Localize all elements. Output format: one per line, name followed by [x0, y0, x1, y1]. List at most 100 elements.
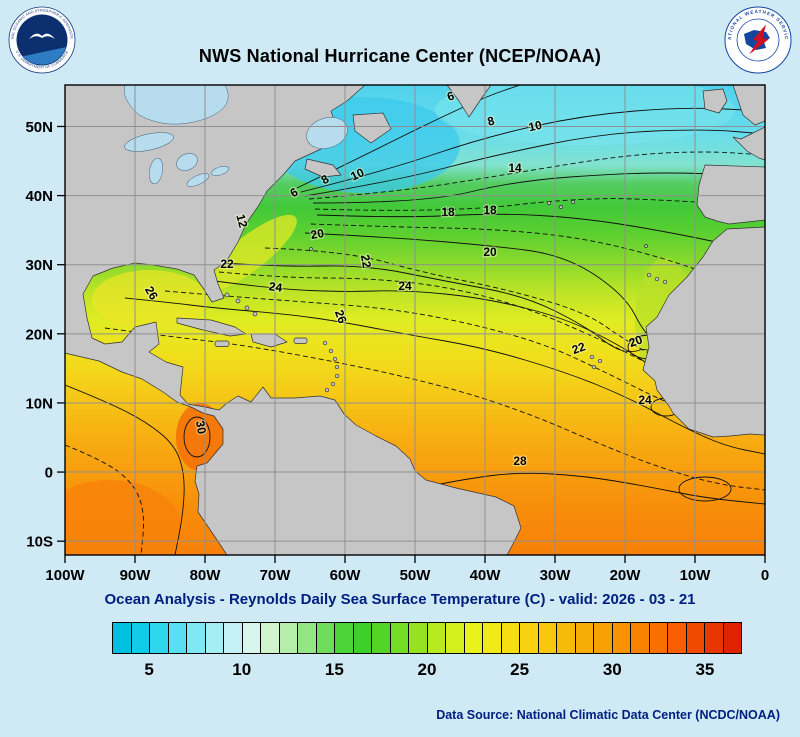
- island-bermuda: [309, 247, 313, 251]
- lake-huron: [176, 153, 198, 171]
- graticule: [65, 85, 765, 555]
- noaa-logo: NATIONAL OCEANIC AND ATMOSPHERIC ADMINIS…: [8, 6, 76, 74]
- contour-label: 20: [310, 226, 326, 242]
- colorbar-cell: [408, 623, 427, 653]
- noaa-logo-ocean: [22, 47, 67, 65]
- colorbar-cell: [204, 623, 223, 653]
- contour-label: 18: [441, 205, 455, 219]
- eddy-contour: [678, 476, 732, 502]
- contour-label: 10: [527, 118, 543, 135]
- axes: 50N 40N 30N 20N 10N 0 10S 100W 90W 80W 70W 60W 50W 40…: [25, 119, 769, 584]
- islands-canary: [646, 272, 668, 285]
- data-source: Data Source: National Climatic Data Cent…: [436, 708, 780, 722]
- colorbar-cell: [556, 623, 575, 653]
- nws-lightning-icon: [749, 24, 769, 55]
- hudson-bay: [124, 85, 229, 125]
- lon-tick-label: 40W: [470, 567, 502, 584]
- lon-tick-label: 0: [761, 567, 769, 584]
- island-madeira: [644, 244, 648, 248]
- islands-azores: [547, 200, 575, 209]
- land-iberia: [696, 164, 765, 225]
- sst-patch: [176, 403, 224, 471]
- isotherm-26: [124, 297, 765, 455]
- isotherm-19: [310, 223, 765, 296]
- land-britain: [732, 85, 765, 126]
- colorbar-cell: [260, 623, 279, 653]
- isotherm-14: [312, 172, 765, 204]
- contour-label: 22: [220, 257, 234, 271]
- colorbar-tick-label: 5: [144, 660, 154, 679]
- land-ireland: [702, 88, 728, 114]
- colorbar-cell: [648, 623, 667, 653]
- colorbar-cell: [113, 623, 131, 653]
- lat-tick-label: 40N: [25, 188, 53, 205]
- inland-waters: [124, 85, 348, 187]
- lon-tick-label: 20W: [610, 567, 642, 584]
- contour-label: 20: [483, 245, 497, 259]
- contour-label: 14: [508, 161, 522, 175]
- lake-michigan: [148, 157, 164, 185]
- colorbar-cell: [611, 623, 630, 653]
- colorbar-cell: [371, 623, 390, 653]
- colorbar-tick-label: 25: [510, 660, 530, 679]
- colorbar-tick-label: 35: [695, 660, 715, 679]
- lat-tick-label: 10S: [26, 534, 53, 551]
- colorbar: 5 10 15 20 25 30 35: [112, 622, 742, 682]
- lat-tick-label: 20N: [25, 326, 53, 343]
- colorbar-cell: [500, 623, 519, 653]
- lon-tick-label: 80W: [190, 567, 222, 584]
- contour-label: 18: [483, 203, 497, 217]
- colorbar-tick-label: 15: [324, 660, 344, 679]
- isotherm-18: [316, 213, 765, 254]
- colorbar-cell: [297, 623, 316, 653]
- island-puerto-rico: [293, 337, 308, 344]
- lon-tick-label: 100W: [45, 567, 85, 584]
- contour-label: 24: [398, 279, 412, 293]
- nws-logo: NATIONAL WEATHER SERVICE: [724, 6, 792, 74]
- contour-label: 30: [193, 420, 209, 436]
- colorbar-cell: [241, 623, 260, 653]
- isotherm-6: [296, 85, 521, 189]
- contour-label: 24: [638, 393, 652, 407]
- colorbar-cell: [334, 623, 353, 653]
- colorbar-cell: [482, 623, 501, 653]
- lon-tick-label: 10W: [680, 567, 712, 584]
- colorbar-cell: [426, 623, 445, 653]
- land-masses: [65, 85, 765, 555]
- contour-label: 12: [233, 213, 250, 230]
- page-title: NWS National Hurricane Center (NCEP/NOAA…: [198, 46, 602, 66]
- contour-label: 26: [332, 308, 350, 326]
- colorbar-cell: [186, 623, 205, 653]
- colorbar-tick-label: 10: [232, 660, 252, 679]
- islands-lesser-antilles: [322, 340, 340, 393]
- colorbar-labels: 5 10 15 20 25 30 35: [112, 654, 742, 682]
- colorbar-cell: [278, 623, 297, 653]
- lat-tick-label: 10N: [25, 395, 53, 412]
- lake-ontario: [211, 166, 229, 176]
- isotherm-16: [314, 198, 765, 211]
- colorbar-cell: [352, 623, 371, 653]
- sst-patch: [435, 85, 735, 145]
- lon-tick-label: 30W: [540, 567, 572, 584]
- map-caption: Ocean Analysis - Reynolds Daily Sea Surf…: [104, 591, 696, 608]
- land-newfoundland: [352, 112, 392, 144]
- sst-patch: [65, 480, 180, 555]
- island-cuba: [176, 317, 247, 337]
- lon-tick-label: 90W: [120, 567, 152, 584]
- colorbar-cell: [389, 623, 408, 653]
- lon-tick-label: 60W: [330, 567, 362, 584]
- land-france: [732, 126, 765, 161]
- colorbar-cell: [463, 623, 482, 653]
- colorbar-tick-label: 30: [602, 660, 622, 679]
- lat-tick-label: 0: [45, 465, 53, 482]
- eddy-contour: [183, 416, 211, 458]
- lake-erie: [186, 173, 210, 187]
- colorbar-cell: [315, 623, 334, 653]
- colorbar-cell: [574, 623, 593, 653]
- contour-label: 22: [358, 254, 374, 270]
- contour-label: 22: [570, 339, 588, 357]
- noaa-gull-icon: [29, 33, 55, 39]
- colorbar-cell: [704, 623, 723, 653]
- lon-tick-label: 50W: [400, 567, 432, 584]
